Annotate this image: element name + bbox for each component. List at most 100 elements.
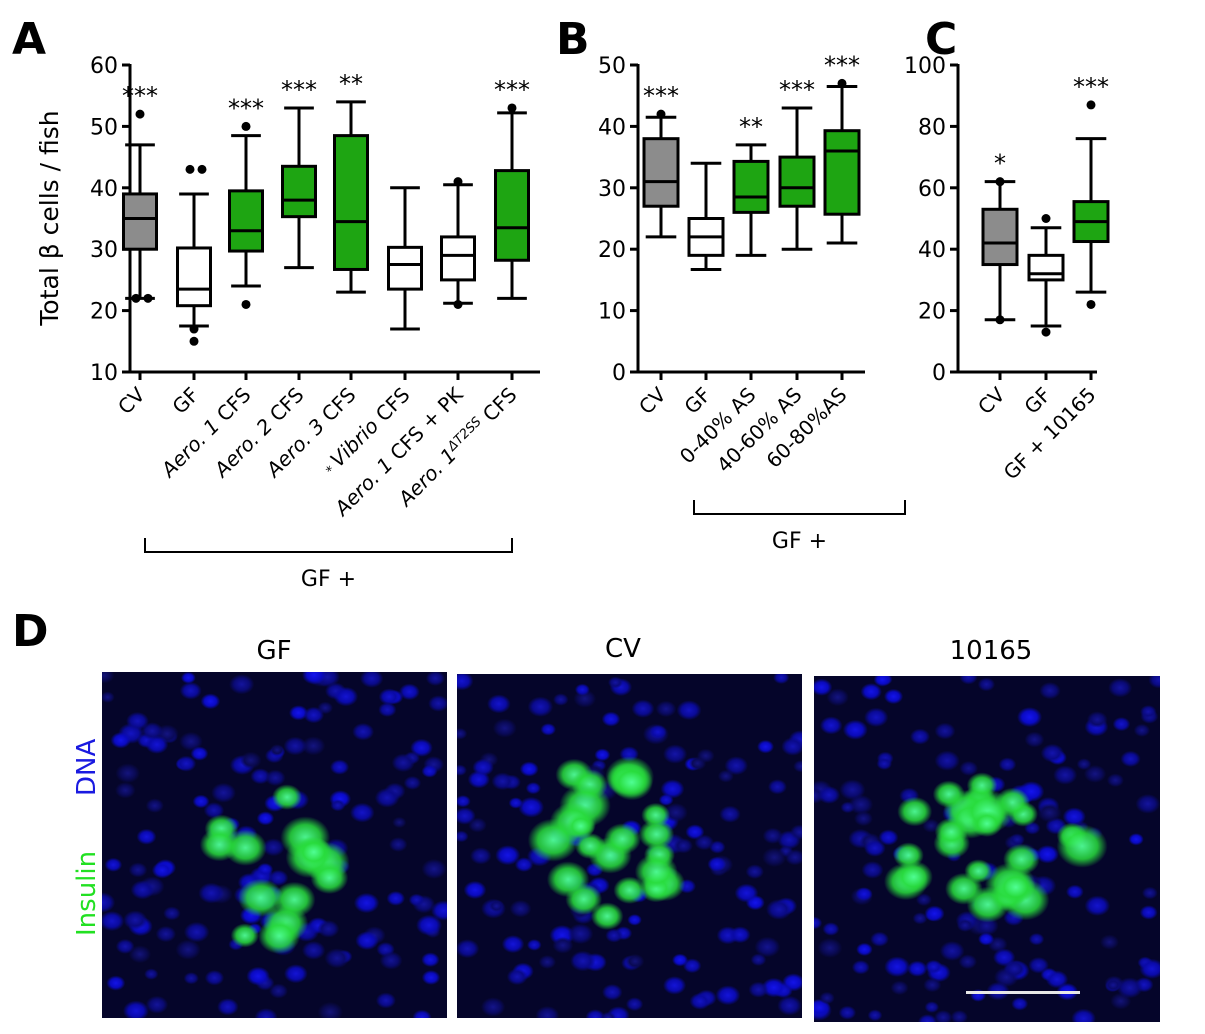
y-tick-label: 0 — [612, 361, 626, 386]
bracket-label: GF + — [301, 567, 356, 592]
box-iqr — [732, 159, 770, 214]
group-bracket — [693, 500, 906, 515]
label-part: GF — [1019, 383, 1055, 419]
panel-a: 10 20 30 40 50 60 Total β cells / fish *** CV GF *… — [35, 54, 540, 592]
y-tick-label: 60 — [918, 177, 946, 202]
y-tick-label: 100 — [904, 54, 946, 79]
box-iqr — [440, 235, 476, 282]
significance-stars: *** — [494, 76, 530, 104]
significance-stars: *** — [779, 76, 815, 104]
box-3: *** — [281, 76, 317, 270]
group-bracket — [144, 538, 513, 553]
y-tick-label: 50 — [598, 54, 626, 79]
x-tick-label: GF — [1019, 383, 1055, 419]
label-part: GF — [679, 383, 715, 419]
y-axis-label: Total β cells / fish — [35, 110, 64, 326]
outlier-point — [1041, 327, 1051, 337]
y-tick-label: 20 — [918, 300, 946, 325]
outlier-point — [995, 177, 1005, 187]
bracket-label: GF + — [772, 529, 827, 554]
y-tick-label: 10 — [90, 361, 118, 386]
box-iqr — [1027, 253, 1065, 282]
y-tick-label: 20 — [598, 238, 626, 263]
box-4: ** — [333, 70, 369, 294]
micrograph-10165 — [814, 676, 1160, 1022]
outlier-point — [837, 78, 847, 88]
significance-stars: *** — [1073, 73, 1109, 101]
box-iqr — [387, 245, 423, 291]
significance-stars: ** — [339, 70, 363, 98]
y-tick-label: 30 — [90, 238, 118, 263]
y-tick-label: 50 — [90, 115, 118, 140]
x-tick-label: CV — [634, 382, 671, 419]
box-iqr — [494, 169, 530, 262]
box-1 — [687, 161, 725, 271]
box-2: *** — [1072, 73, 1110, 309]
outlier-point — [197, 164, 207, 174]
box-iqr — [176, 246, 212, 308]
y-tick-label: 0 — [932, 361, 946, 386]
x-tick-label: CV — [113, 382, 150, 419]
significance-stars: *** — [643, 82, 679, 110]
significance-stars: ** — [739, 113, 763, 141]
box-2: ** — [732, 113, 770, 257]
box-iqr — [122, 192, 158, 251]
label-part: CV — [634, 382, 671, 419]
outlier-point — [143, 293, 153, 303]
y-tick-label: 30 — [598, 177, 626, 202]
micrograph-cv — [457, 674, 802, 1018]
outlier-point — [131, 293, 141, 303]
outlier-point — [1086, 299, 1096, 309]
significance-stars: * — [994, 150, 1006, 178]
box-iqr — [981, 207, 1019, 267]
y-tick-label: 40 — [598, 115, 626, 140]
y-tick-label: 80 — [918, 115, 946, 140]
image-title-cv: CV — [605, 634, 641, 664]
outlier-point — [135, 109, 145, 119]
label-part: GF — [167, 383, 203, 419]
x-tick-label: GF — [679, 383, 715, 419]
outlier-point — [453, 177, 463, 187]
outlier-point — [189, 324, 199, 334]
label-part: ΔT2SS — [444, 414, 484, 454]
box-1 — [176, 164, 212, 346]
significance-stars: *** — [281, 76, 317, 104]
box-iqr — [228, 189, 264, 253]
box-iqr — [778, 155, 816, 208]
y-tick-label: 10 — [598, 300, 626, 325]
label-part: Aero. 1 — [155, 414, 224, 483]
x-tick-label: GF — [167, 383, 203, 419]
panel-letter-a: A — [12, 14, 47, 65]
y-tick-label: 20 — [90, 300, 118, 325]
panel-letter-c: C — [925, 14, 958, 65]
outlier-point — [995, 315, 1005, 325]
outlier-point — [656, 109, 666, 119]
panel-letter-b: B — [556, 14, 590, 65]
box-iqr — [281, 164, 317, 219]
outlier-point — [185, 164, 195, 174]
legend-dna: DNA — [72, 738, 102, 796]
box-iqr — [333, 134, 369, 271]
panel-letter-d: D — [12, 606, 49, 657]
box-1 — [1027, 214, 1065, 337]
box-7: *** — [494, 76, 530, 300]
significance-stars: *** — [824, 51, 860, 79]
scale-bar — [966, 991, 1080, 994]
outlier-point — [241, 299, 251, 309]
micrograph-gf — [102, 672, 447, 1018]
outlier-point — [1086, 100, 1096, 110]
legend-insulin: Insulin — [72, 850, 102, 936]
box-2: *** — [228, 94, 264, 309]
significance-stars: *** — [122, 82, 158, 110]
outlier-point — [189, 336, 199, 346]
box-3: *** — [778, 76, 816, 251]
box-0: *** — [122, 82, 158, 303]
image-title-10165: 10165 — [949, 636, 1033, 666]
outlier-point — [453, 299, 463, 309]
y-tick-label: 40 — [918, 238, 946, 263]
y-tick-label: 60 — [90, 54, 118, 79]
outlier-point — [1041, 214, 1051, 223]
